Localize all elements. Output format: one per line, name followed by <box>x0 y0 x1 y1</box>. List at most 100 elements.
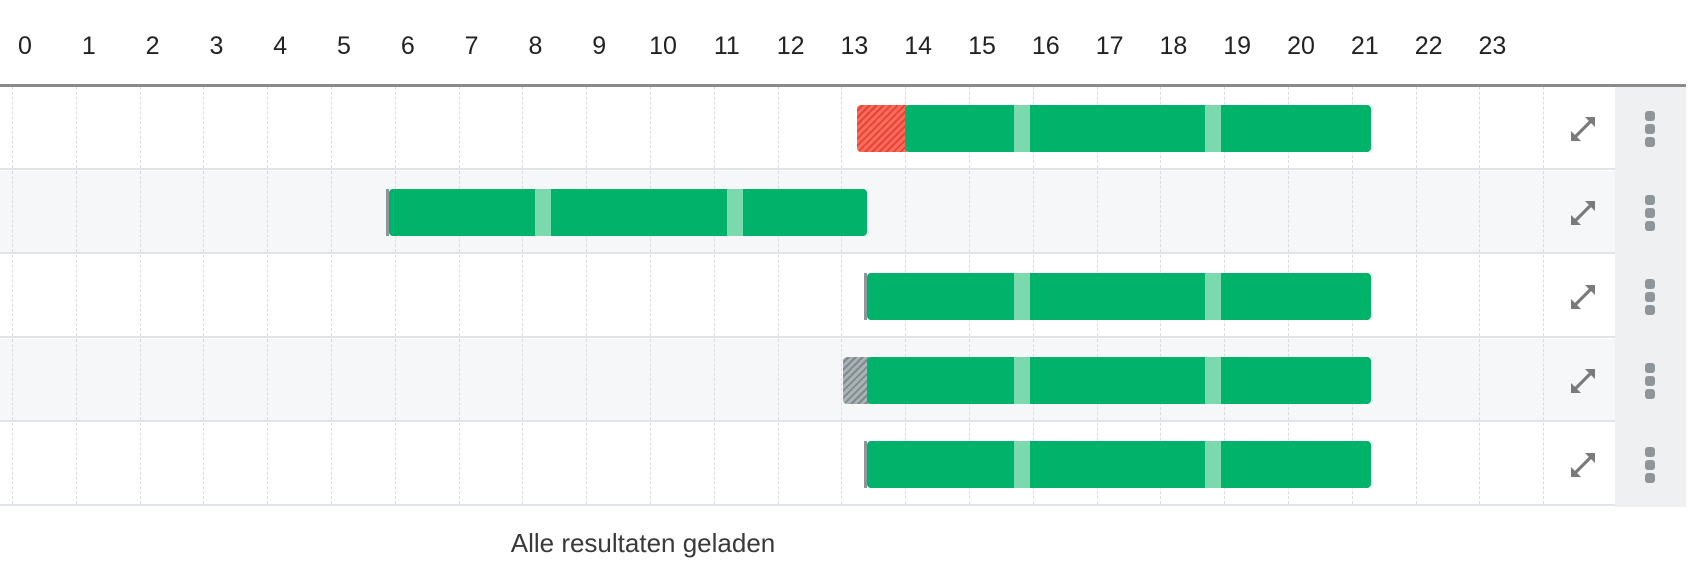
expand-arrows-icon <box>1570 368 1596 394</box>
break-segment <box>1205 273 1222 320</box>
hour-gridline <box>1479 255 1481 336</box>
hour-label: 0 <box>18 32 32 60</box>
hour-gridline <box>267 171 269 252</box>
break-segment <box>726 189 743 236</box>
hour-gridline <box>12 255 13 336</box>
hour-gridline <box>331 339 332 420</box>
hour-gridline <box>586 339 588 420</box>
hour-label: 14 <box>904 32 933 60</box>
hour-gridline <box>267 87 269 168</box>
hour-label: 6 <box>400 32 415 60</box>
hour-gridline <box>139 423 141 504</box>
hour-gridline <box>1415 87 1417 168</box>
hour-gridline <box>203 87 205 168</box>
break-segment <box>1013 441 1030 488</box>
shift-bar[interactable] <box>388 189 868 236</box>
hour-gridline <box>905 171 907 252</box>
row-menu-button[interactable] <box>1632 189 1668 237</box>
row-menu-button[interactable] <box>1632 105 1668 153</box>
hour-gridline <box>1479 339 1481 420</box>
hour-label: 5 <box>337 32 351 60</box>
menu-dot <box>1645 376 1655 386</box>
hour-label: 15 <box>968 32 996 60</box>
menu-dot <box>1645 460 1655 470</box>
hour-gridline <box>331 423 332 504</box>
hour-label: 16 <box>1031 32 1060 60</box>
hour-gridline <box>75 87 77 168</box>
hour-gridline <box>1288 171 1289 252</box>
hour-label: 2 <box>145 32 160 60</box>
hour-gridline <box>139 339 141 420</box>
hour-gridline <box>394 87 396 168</box>
row-menu-button[interactable] <box>1632 273 1668 321</box>
hour-gridline <box>75 423 77 504</box>
hour-gridline <box>75 255 77 336</box>
schedule-row <box>0 423 1686 506</box>
hour-label: 4 <box>273 32 288 60</box>
hour-gridline <box>586 255 588 336</box>
hour-gridline <box>586 87 588 168</box>
schedule-row <box>0 171 1686 254</box>
schedule-row <box>0 339 1686 422</box>
hour-gridline <box>267 255 269 336</box>
early-marker <box>843 357 870 404</box>
hour-gridline <box>713 423 715 504</box>
expand-button[interactable] <box>1566 448 1600 482</box>
hour-gridline <box>522 423 524 504</box>
shift-bar[interactable] <box>867 357 1372 404</box>
hour-gridline <box>203 423 205 504</box>
hour-gridline <box>1160 171 1162 252</box>
break-segment <box>1205 105 1222 152</box>
hour-gridline <box>458 87 460 168</box>
hour-gridline <box>1096 171 1098 252</box>
expand-button[interactable] <box>1566 112 1600 146</box>
hour-gridline <box>139 87 141 168</box>
hour-gridline <box>331 255 332 336</box>
hour-gridline <box>777 339 779 420</box>
hour-gridline <box>713 339 715 420</box>
hour-gridline <box>203 255 205 336</box>
hour-gridline <box>394 255 396 336</box>
menu-dot <box>1645 447 1655 457</box>
row-menu-button[interactable] <box>1632 441 1668 489</box>
expand-arrows-icon <box>1570 116 1596 142</box>
expand-button[interactable] <box>1566 280 1600 314</box>
expand-button[interactable] <box>1566 196 1600 230</box>
hour-gridline <box>203 171 205 252</box>
hour-gridline <box>12 339 13 420</box>
shift-bar[interactable] <box>867 441 1372 488</box>
menu-dot <box>1645 279 1655 289</box>
row-menu-button[interactable] <box>1632 357 1668 405</box>
hour-gridline <box>75 171 77 252</box>
hour-label: 18 <box>1159 32 1188 60</box>
late-marker <box>857 105 908 152</box>
menu-dot <box>1645 221 1655 231</box>
hour-gridline <box>522 255 524 336</box>
hour-label: 17 <box>1095 32 1124 60</box>
shift-bar[interactable] <box>867 273 1372 320</box>
hour-gridline <box>1479 423 1481 504</box>
hour-label: 13 <box>840 32 869 60</box>
hour-gridline <box>458 423 460 504</box>
hour-gridline <box>777 255 779 336</box>
hour-gridline <box>1479 87 1481 168</box>
hour-gridline <box>1543 87 1545 168</box>
expand-button[interactable] <box>1566 364 1600 398</box>
hour-label: 12 <box>776 32 805 60</box>
expand-arrows-icon <box>1570 452 1596 478</box>
hour-gridline <box>75 339 77 420</box>
load-status: Alle resultaten geladen <box>510 528 776 558</box>
schedule-row <box>0 255 1686 338</box>
menu-dot <box>1645 363 1655 373</box>
expand-arrows-icon <box>1570 200 1596 226</box>
hour-gridline <box>713 87 715 168</box>
break-segment <box>1205 441 1222 488</box>
shift-bar[interactable] <box>905 105 1372 152</box>
hour-label: 7 <box>464 32 479 60</box>
hour-gridline <box>522 339 524 420</box>
hour-gridline <box>1351 171 1353 252</box>
hour-gridline <box>841 339 843 420</box>
hour-gridline <box>12 423 13 504</box>
start-marker <box>385 189 389 236</box>
hour-gridline <box>267 339 269 420</box>
